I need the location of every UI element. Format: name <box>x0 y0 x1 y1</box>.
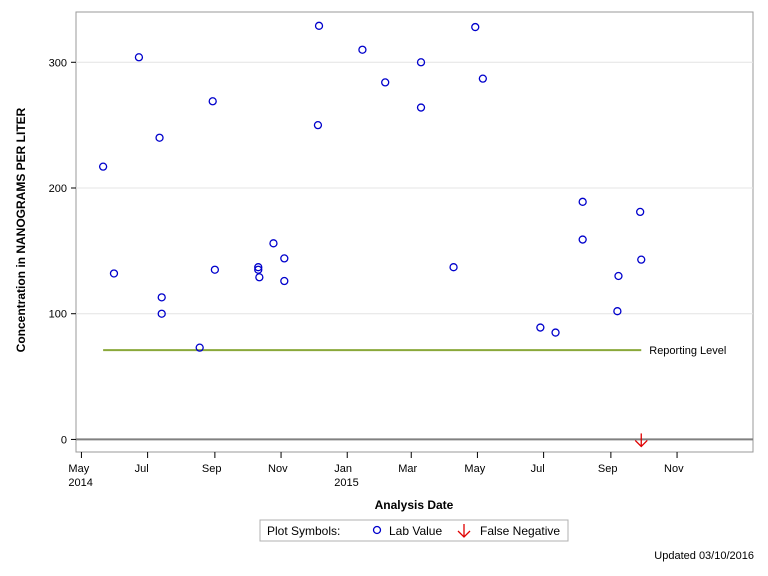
lab-value-point <box>478 74 488 83</box>
x-tick-label: Sep <box>202 463 222 475</box>
lab-value-point <box>134 53 144 62</box>
legend-box <box>259 519 569 542</box>
y-tick-label: 300 <box>49 57 67 69</box>
updated-date: Updated 03/10/2016 <box>654 550 754 562</box>
x-tick-year-label: 2014 <box>68 477 92 489</box>
reporting-level-label: Reporting Level <box>649 345 726 357</box>
lab-value-point <box>636 207 645 217</box>
lab-value-point <box>254 265 263 274</box>
legend-title: Plot Symbols: <box>267 524 340 538</box>
x-tick-label: Jan <box>334 463 352 475</box>
lab-value-point <box>157 293 166 302</box>
y-tick-label: 0 <box>61 434 67 446</box>
lab-value-point <box>614 271 623 281</box>
reference-line-layer: Reporting Level <box>76 345 753 441</box>
x-tick-label: Sep <box>598 463 618 475</box>
y-axis-title: Concentration in NANOGRAMS PER LITER <box>14 107 28 352</box>
lab-value-point <box>416 58 426 67</box>
x-tick-label: May <box>68 463 89 475</box>
x-tick-year-label: 2015 <box>334 477 358 489</box>
lab-value-point <box>416 103 426 112</box>
lab-value-point <box>536 323 545 332</box>
legend-lab-value-label: Lab Value <box>389 524 442 538</box>
lab-value-point <box>578 235 587 244</box>
grid-layer <box>76 61 753 315</box>
lab-value-point <box>637 255 646 264</box>
lab-value-point <box>381 78 390 87</box>
x-tick-label: Jul <box>531 463 545 475</box>
false-negative-marker <box>634 433 648 448</box>
x-tick-label: Mar <box>398 463 417 475</box>
y-tick-label: 100 <box>49 309 67 321</box>
axis-layer: 0 100 200 300 May 2014 Jul Sep Nov Jan 2015 Mar May J… <box>49 57 753 489</box>
lab-value-point <box>195 343 204 352</box>
lab-value-point <box>314 21 324 30</box>
lab-value-point <box>255 273 264 282</box>
lab-value-point <box>449 263 458 272</box>
x-tick-label: Nov <box>268 463 288 475</box>
lab-value-point <box>613 307 622 316</box>
marker-layer <box>98 21 648 448</box>
lab-value-point <box>471 22 480 32</box>
x-axis-title: Analysis Date <box>375 498 454 512</box>
lab-value-point <box>98 162 108 171</box>
lab-value-point <box>109 269 119 278</box>
lab-value-point <box>280 254 289 263</box>
lab-value-point <box>358 45 367 54</box>
plot-frame <box>75 11 754 453</box>
legend: Plot Symbols: Lab Value False Negative <box>259 519 569 542</box>
lab-value-point <box>551 328 560 337</box>
legend-false-negative-label: False Negative <box>480 524 560 538</box>
legend-false-negative-marker <box>457 524 471 538</box>
lab-value-point <box>578 197 587 206</box>
x-tick-label: May <box>464 463 485 475</box>
lab-value-point <box>313 120 323 130</box>
lab-value-point <box>210 265 220 274</box>
x-tick-label: Jul <box>135 463 149 475</box>
lab-value-point <box>280 276 289 286</box>
lab-value-point <box>157 309 166 318</box>
lab-value-point <box>155 133 164 142</box>
lab-value-point <box>208 97 217 106</box>
x-tick-label: Nov <box>664 463 684 475</box>
lab-value-point <box>254 263 263 272</box>
legend-lab-value-marker <box>372 525 382 535</box>
lab-value-point <box>269 239 278 248</box>
y-tick-label: 200 <box>49 183 67 195</box>
